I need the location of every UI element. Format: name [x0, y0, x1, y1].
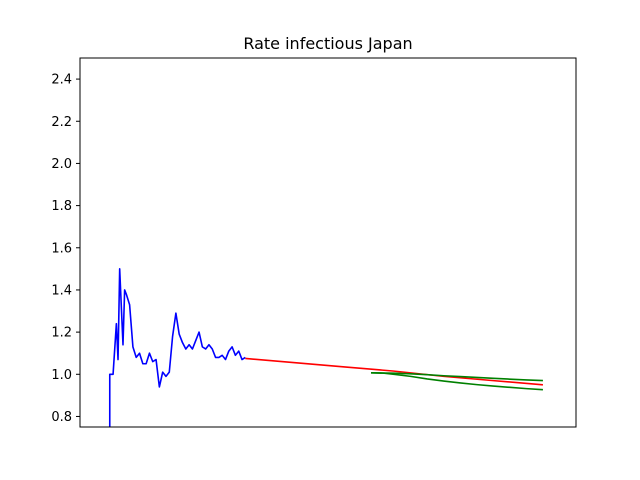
y-tick-label: 1.4 — [51, 283, 72, 298]
chart-title: Rate infectious Japan — [243, 34, 412, 53]
y-axis: 0.8 1.0 1.2 1.4 1.6 1.8 2.0 2.2 2.4 — [51, 73, 80, 425]
plot-area: 0.8 1.0 1.2 1.4 1.6 1.8 2.0 2.2 2.4 — [51, 57, 577, 428]
y-tick-label: 1.2 — [51, 326, 72, 341]
y-tick-label: 2.4 — [51, 73, 72, 88]
series-line-2 — [370, 372, 543, 382]
series-layer — [108, 268, 543, 427]
y-tick-label: 1.8 — [51, 199, 72, 214]
y-tick-label: 2.2 — [51, 115, 72, 130]
y-tick-label: 0.8 — [51, 410, 72, 425]
series-line-3 — [370, 372, 543, 391]
y-tick-label: 2.0 — [51, 157, 72, 172]
plot-frame — [79, 57, 577, 428]
series-line-0 — [108, 268, 246, 427]
y-tick-label: 1.6 — [51, 241, 72, 256]
y-tick-label: 1.0 — [51, 368, 72, 383]
series-line-1 — [245, 357, 543, 386]
